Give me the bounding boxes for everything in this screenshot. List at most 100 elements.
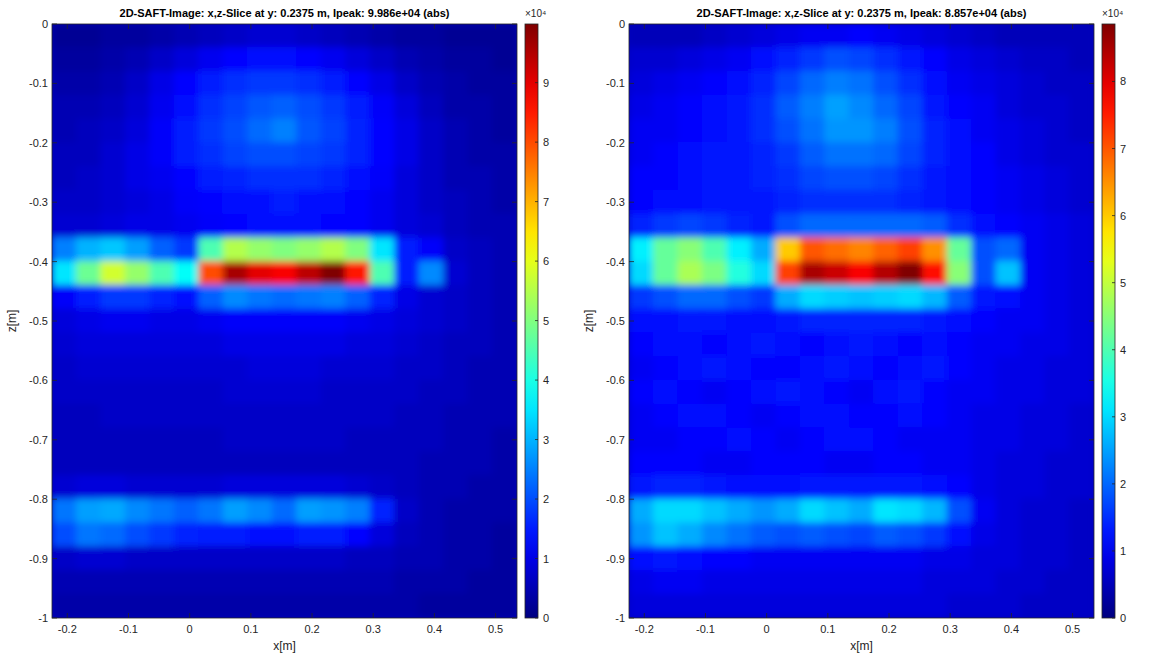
- heat-cell: [100, 380, 125, 405]
- x-tick: [1072, 24, 1073, 29]
- heat-cell: [1069, 261, 1094, 286]
- heat-cell: [125, 71, 150, 96]
- heat-cell: [419, 24, 444, 48]
- heat-cell: [76, 119, 101, 144]
- heat-cell: [76, 47, 101, 72]
- heat-cell: [775, 546, 800, 571]
- heat-cell: [726, 285, 751, 310]
- heat-cell: [174, 404, 199, 429]
- heat-cell: [468, 190, 493, 215]
- heat-cell: [468, 380, 493, 405]
- heat-cell: [492, 71, 517, 96]
- heat-cell: [947, 522, 972, 547]
- heat-cell: [800, 451, 825, 476]
- heat-cell: [296, 522, 321, 547]
- heat-cell: [149, 190, 174, 215]
- heat-cell: [174, 309, 199, 334]
- heat-cell: [898, 499, 923, 524]
- heat-cell: [247, 71, 272, 96]
- heat-cell: [272, 237, 297, 262]
- heat-cell: [726, 166, 751, 191]
- heat-cell: [775, 261, 800, 286]
- heat-cell: [898, 475, 923, 500]
- heat-cell: [76, 214, 101, 239]
- heat-cell: [898, 451, 923, 476]
- heat-cell: [922, 451, 947, 476]
- x-tick: [128, 613, 129, 618]
- colorbar-tick: [1112, 416, 1115, 417]
- heat-cell: [947, 570, 972, 595]
- heat-cell: [321, 237, 346, 262]
- x-tick: [705, 24, 706, 29]
- heat-cell: [751, 95, 776, 120]
- heat-cell: [996, 570, 1021, 595]
- heat-cell: [174, 71, 199, 96]
- heat-cell: [345, 119, 370, 144]
- heat-cell: [1020, 95, 1045, 120]
- heat-cell: [702, 451, 727, 476]
- heat-cell: [1069, 499, 1094, 524]
- x-tick-label: 0.4: [1004, 623, 1019, 635]
- colorbar-tick: [535, 380, 538, 381]
- heat-cell: [223, 594, 248, 618]
- x-tick: [495, 613, 496, 618]
- heat-cell: [751, 499, 776, 524]
- heat-cell: [996, 522, 1021, 547]
- heat-cell: [1045, 190, 1070, 215]
- heat-cell: [775, 190, 800, 215]
- heat-cell: [971, 332, 996, 357]
- heat-cell: [751, 404, 776, 429]
- heat-cell: [370, 309, 395, 334]
- heat-cell: [272, 309, 297, 334]
- heat-cell: [947, 309, 972, 334]
- heat-cell: [198, 570, 223, 595]
- heat-cell: [468, 475, 493, 500]
- heat-cell: [629, 119, 654, 144]
- heat-cell: [198, 546, 223, 571]
- heat-cell: [629, 47, 654, 72]
- heat-cell: [272, 47, 297, 72]
- heat-cell: [198, 594, 223, 618]
- heat-cell: [726, 95, 751, 120]
- heat-cell: [321, 190, 346, 215]
- heat-cell: [100, 499, 125, 524]
- y-tick: [1089, 142, 1094, 143]
- heat-cell: [321, 166, 346, 191]
- heat-cell: [149, 427, 174, 452]
- heat-cell: [370, 332, 395, 357]
- heat-cell: [1045, 499, 1070, 524]
- heat-cell: [629, 475, 654, 500]
- heat-cell: [345, 309, 370, 334]
- heat-cell: [873, 285, 898, 310]
- heat-cell: [272, 166, 297, 191]
- heat-cell: [1020, 309, 1045, 334]
- heat-cell: [198, 166, 223, 191]
- heat-cell: [296, 24, 321, 48]
- heat-cell: [492, 190, 517, 215]
- heat-cell: [296, 380, 321, 405]
- heat-cell: [971, 119, 996, 144]
- x-tick-label: 0.2: [304, 623, 319, 635]
- heat-cell: [272, 119, 297, 144]
- heat-cell: [824, 142, 849, 167]
- heat-cell: [677, 570, 702, 595]
- heat-cell: [149, 142, 174, 167]
- heat-cell: [629, 261, 654, 286]
- heat-cell: [198, 261, 223, 286]
- heat-cell: [100, 332, 125, 357]
- heat-cell: [677, 190, 702, 215]
- heat-cell: [100, 570, 125, 595]
- heat-cell: [223, 119, 248, 144]
- colorbar-tick-label: 1: [1120, 545, 1126, 557]
- heat-cell: [898, 166, 923, 191]
- heat-cell: [125, 594, 150, 618]
- heat-cell: [419, 356, 444, 381]
- y-tick: [52, 380, 57, 381]
- heat-cell: [149, 380, 174, 405]
- heat-cell: [223, 142, 248, 167]
- heat-cell: [100, 594, 125, 618]
- heat-cell: [971, 404, 996, 429]
- heat-cell: [677, 261, 702, 286]
- heat-cell: [76, 24, 101, 48]
- heat-cell: [1069, 47, 1094, 72]
